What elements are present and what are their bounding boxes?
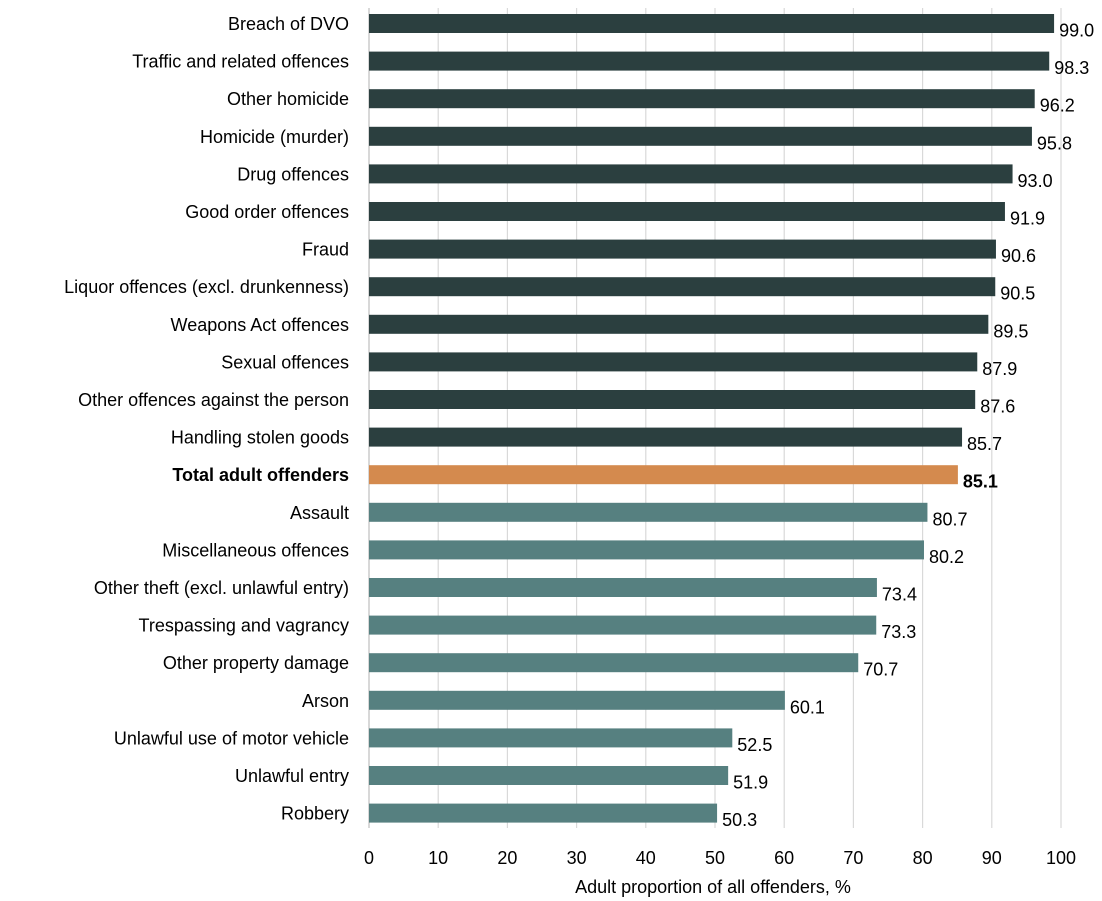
bar (369, 766, 729, 785)
x-tick-label: 100 (1046, 848, 1076, 868)
value-label: 51.9 (733, 773, 768, 793)
x-tick-label: 30 (567, 848, 587, 868)
x-tick-label: 20 (497, 848, 517, 868)
x-tick-label: 50 (705, 848, 725, 868)
category-label: Handling stolen goods (171, 428, 349, 448)
bar (369, 239, 996, 259)
category-label: Trespassing and vagrancy (139, 616, 349, 636)
category-label: Weapons Act offences (171, 315, 349, 335)
category-label: Other homicide (227, 89, 349, 109)
category-label: Homicide (murder) (200, 127, 349, 147)
category-label: Fraud (302, 240, 349, 260)
x-tick-label: 10 (428, 848, 448, 868)
bar (369, 653, 859, 673)
category-label: Other property damage (163, 653, 349, 673)
category-label: Miscellaneous offences (162, 540, 349, 560)
category-label: Sexual offences (221, 352, 349, 372)
value-label: 93.0 (1018, 171, 1053, 191)
category-label: Breach of DVO (228, 14, 349, 34)
x-axis-ticks: 0 10 20 30 40 50 60 70 80 90 100 (364, 848, 1076, 868)
category-label: Robbery (281, 804, 349, 824)
bar (369, 728, 733, 748)
value-label: 73.4 (882, 585, 917, 605)
bar (369, 51, 1050, 71)
value-label: 70.7 (863, 660, 898, 680)
value-label: 80.7 (932, 509, 967, 529)
value-label: 89.5 (993, 321, 1028, 341)
category-label: Drug offences (237, 164, 349, 184)
value-label: 80.2 (929, 547, 964, 567)
x-axis-title: Adult proportion of all offenders, % (575, 877, 851, 897)
category-label: Assault (290, 503, 349, 523)
bar (369, 690, 785, 710)
value-label: 90.5 (1000, 284, 1035, 304)
bar (369, 202, 1005, 221)
value-label: 73.3 (881, 622, 916, 642)
bar (369, 540, 924, 560)
value-label: 98.3 (1054, 58, 1089, 78)
bar (369, 390, 976, 409)
value-labels: 99.0 98.3 96.2 95.8 93.0 91.9 90.6 90.5 89.5 87.9… (722, 21, 1094, 831)
bar-total (369, 465, 958, 485)
x-tick-label: 0 (364, 848, 374, 868)
value-label: 90.6 (1001, 246, 1036, 266)
bar (369, 14, 1055, 33)
category-labels: Breach of DVO Traffic and related offence… (64, 14, 349, 824)
category-label-total: Total adult offenders (172, 465, 349, 485)
value-label: 87.6 (980, 397, 1015, 417)
bar (369, 89, 1035, 109)
value-label: 99.0 (1059, 21, 1094, 41)
value-label: 85.7 (967, 434, 1002, 454)
value-label: 95.8 (1037, 133, 1072, 153)
value-label: 52.5 (737, 735, 772, 755)
bar (369, 615, 877, 635)
category-label: Other theft (excl. unlawful entry) (94, 578, 349, 598)
bar (369, 126, 1032, 146)
bar (369, 352, 978, 372)
value-label: 91.9 (1010, 209, 1045, 229)
value-label: 60.1 (790, 697, 825, 717)
bar (369, 502, 928, 522)
x-tick-label: 80 (913, 848, 933, 868)
value-label: 96.2 (1040, 96, 1075, 116)
bar (369, 427, 963, 447)
category-label: Good order offences (185, 202, 349, 222)
x-tick-label: 40 (636, 848, 656, 868)
x-tick-label: 90 (982, 848, 1002, 868)
category-label: Unlawful use of motor vehicle (114, 728, 349, 748)
bar (369, 803, 718, 823)
category-label: Unlawful entry (235, 766, 349, 786)
x-tick-label: 60 (774, 848, 794, 868)
category-label: Other offences against the person (78, 390, 349, 410)
category-label: Arson (302, 691, 349, 711)
bar (369, 277, 996, 297)
bar (369, 314, 989, 334)
value-label-total: 85.1 (963, 472, 998, 492)
bars (369, 14, 1055, 823)
category-label: Traffic and related offences (132, 52, 349, 72)
bar (369, 578, 877, 597)
category-label: Liquor offences (excl. drunkenness) (64, 277, 349, 297)
value-label: 87.9 (982, 359, 1017, 379)
value-label: 50.3 (722, 810, 757, 830)
bar (369, 164, 1013, 184)
x-tick-label: 70 (843, 848, 863, 868)
